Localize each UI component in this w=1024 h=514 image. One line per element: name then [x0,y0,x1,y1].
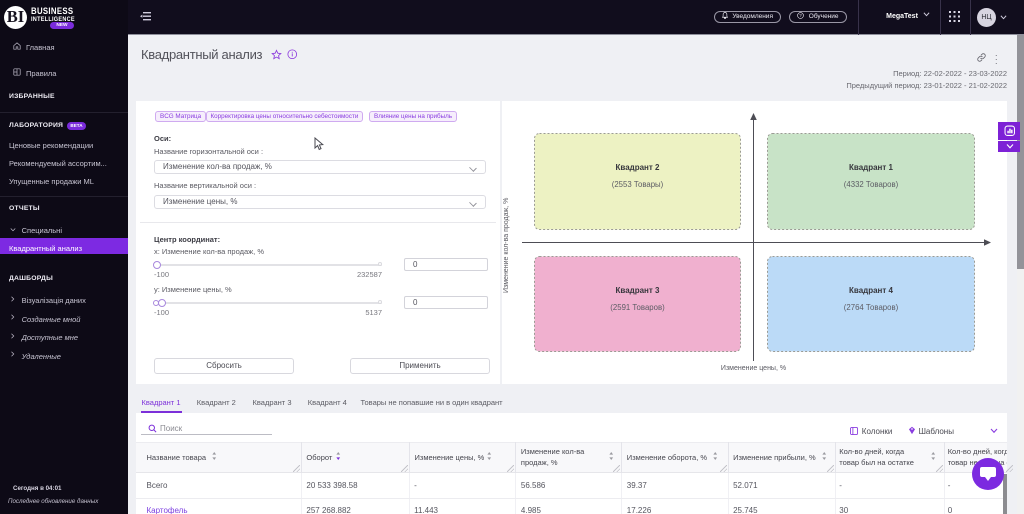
svg-text:?: ? [800,13,803,18]
